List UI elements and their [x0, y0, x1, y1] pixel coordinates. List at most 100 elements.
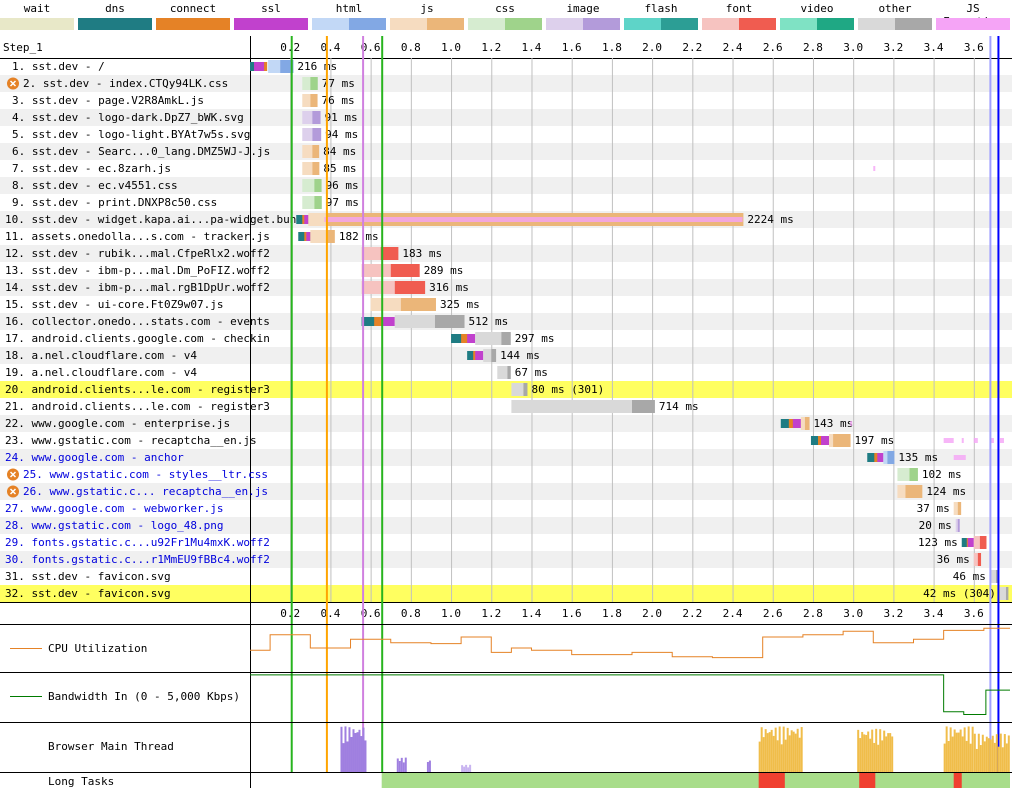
tick-label-top: 3.0	[843, 41, 863, 54]
bar-download	[905, 485, 923, 498]
legend-item-js: js	[390, 0, 464, 32]
request-label: 15. sst.dev - ui-core.Ft0Z9w07.js	[5, 298, 224, 311]
row-background	[0, 483, 1012, 500]
bar-download	[400, 298, 436, 311]
bar-download	[314, 196, 322, 209]
bar-connect-tcp	[374, 317, 387, 326]
bar-download	[887, 451, 895, 464]
bar-download	[312, 162, 320, 175]
row-background	[0, 398, 1012, 415]
tick-label-top: 3.2	[883, 41, 903, 54]
request-label: 20. android.clients...le.com - register3	[5, 383, 270, 396]
row-background	[0, 313, 1012, 330]
tick-label-bottom: 1.2	[481, 607, 501, 620]
row-background	[0, 500, 1012, 517]
row-background	[0, 415, 1012, 432]
row-background	[0, 432, 1012, 449]
request-duration-label: 46 ms	[953, 570, 986, 583]
main-thread-activity	[875, 728, 878, 772]
legend-item-other: other	[858, 0, 932, 32]
tick-label-top: 2.2	[682, 41, 702, 54]
legend-label: ssl	[261, 2, 281, 15]
main-thread-activity	[780, 744, 783, 772]
main-thread-activity	[778, 726, 781, 772]
tick-label-top: 1.2	[481, 41, 501, 54]
cpu-series-line	[250, 627, 1010, 659]
error-icon-cross	[9, 471, 17, 478]
request-duration-label: 96 ms	[326, 179, 359, 192]
request-duration-label: 197 ms	[855, 434, 895, 447]
bar-download	[326, 230, 335, 243]
bar-ssl	[254, 62, 265, 71]
bar-ssl	[967, 538, 974, 547]
request-label: 27. www.google.com - webworker.js	[5, 502, 224, 515]
main-thread-label: Browser Main Thread	[48, 740, 174, 753]
main-thread-activity	[965, 740, 968, 772]
legend-swatch	[936, 18, 1010, 30]
tick-label-bottom: 3.0	[843, 607, 863, 620]
main-thread-activity	[774, 727, 777, 772]
request-duration-label: 97 ms	[326, 196, 359, 209]
tick-label-top: 2.4	[723, 41, 743, 54]
main-thread-activity	[350, 736, 353, 772]
legend-label: connect	[169, 2, 217, 15]
main-thread-activity	[883, 730, 886, 772]
main-thread-activity	[400, 757, 403, 772]
legend-label: wait	[23, 2, 51, 15]
step-label: Step_1	[3, 41, 43, 54]
main-thread-activity	[461, 765, 464, 772]
request-label: 9. sst.dev - print.DNXP8c50.css	[12, 196, 217, 209]
legend-label: font	[725, 2, 753, 15]
js-execution-mark	[973, 438, 978, 443]
main-thread-activity	[762, 737, 765, 772]
row-background	[0, 534, 1012, 551]
request-duration-label: 182 ms	[339, 230, 379, 243]
request-label: 8. sst.dev - ec.v4551.css	[12, 179, 178, 192]
main-thread-activity	[348, 727, 351, 772]
bar-ttfb	[302, 77, 311, 90]
legend-swatch	[390, 18, 464, 30]
tick-label-top: 0.8	[401, 41, 421, 54]
tick-label-top: 1.0	[441, 41, 461, 54]
bar-connect	[451, 334, 472, 343]
tick-label-top: 0.6	[361, 41, 381, 54]
request-label: 22. www.google.com - enterprise.js	[5, 417, 230, 430]
row-background	[0, 75, 1012, 92]
js-execution-mark	[961, 438, 964, 443]
request-label: 10. sst.dev - widget.kapa.ai...pa-widget…	[5, 213, 336, 226]
tick-label-bottom: 2.4	[723, 607, 743, 620]
row-background	[0, 228, 1012, 245]
request-label: 31. sst.dev - favicon.svg	[5, 570, 171, 583]
legend-swatch	[702, 18, 776, 30]
long-tasks-idle	[381, 773, 1010, 788]
bar-download	[833, 434, 851, 447]
row-background	[0, 517, 1012, 534]
request-duration-label: 102 ms	[922, 468, 962, 481]
main-thread-activity	[865, 734, 868, 772]
main-thread-activity	[885, 736, 888, 772]
bar-ttfb	[310, 230, 327, 243]
request-label: 23. www.gstatic.com - recaptcha__en.js	[5, 434, 257, 447]
request-duration-label: 42 ms (304)	[923, 587, 996, 600]
request-label: 21. android.clients...le.com - register3	[5, 400, 270, 413]
main-thread-activity	[784, 739, 787, 772]
tick-label-top: 1.8	[602, 41, 622, 54]
main-thread-activity	[768, 732, 771, 772]
legend-swatch	[780, 18, 854, 30]
main-thread-activity	[967, 726, 970, 772]
request-duration-label: 2224 ms	[747, 213, 793, 226]
legend-swatch	[312, 18, 386, 30]
main-thread-activity	[961, 736, 964, 772]
bar-ttfb	[483, 349, 492, 362]
tick-label-bottom: 1.8	[602, 607, 622, 620]
main-thread-activity	[977, 733, 980, 772]
tick-label-top: 2.0	[642, 41, 662, 54]
main-thread-activity	[971, 726, 974, 772]
bar-ttfb	[829, 434, 834, 447]
main-thread-activity	[772, 735, 775, 772]
main-thread-activity	[859, 738, 862, 772]
main-thread-activity	[983, 741, 986, 772]
bar-ttfb	[953, 502, 958, 515]
bar-ttfb	[302, 196, 315, 209]
bar-ttfb	[361, 264, 391, 277]
